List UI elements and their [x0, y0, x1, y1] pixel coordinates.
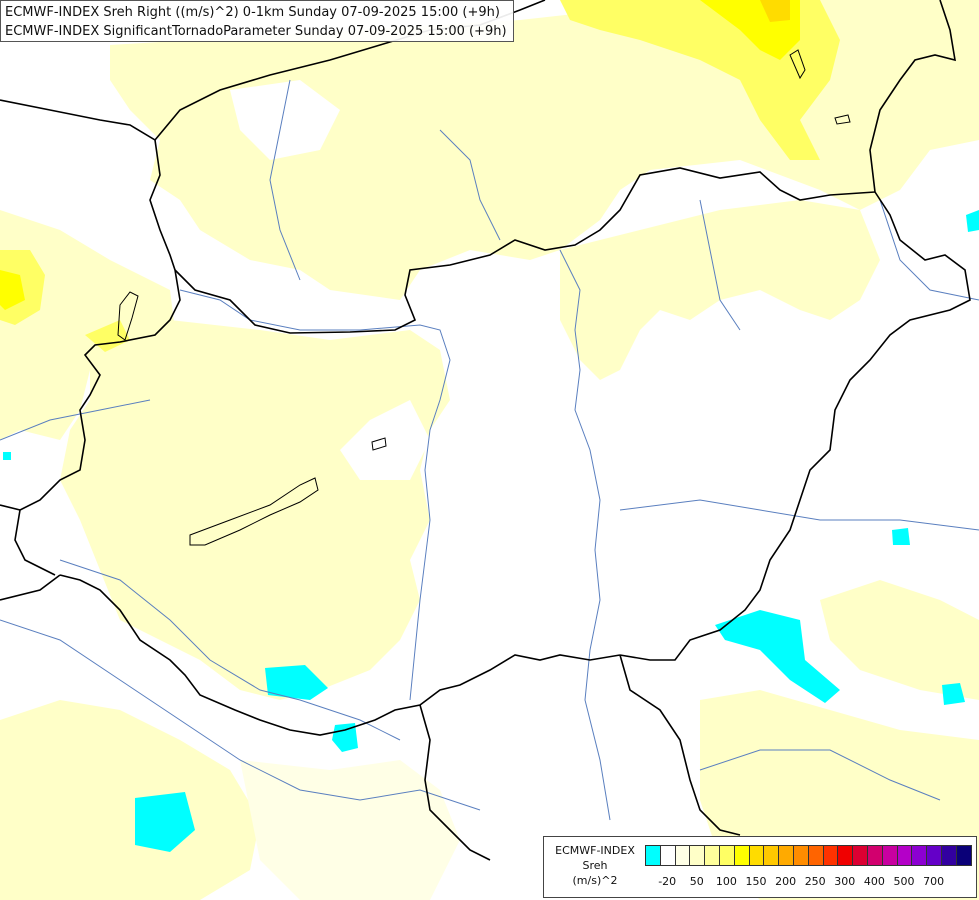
- yellow-region-south: [240, 760, 460, 900]
- cyan-area-7: [966, 210, 979, 232]
- river-east-1: [699, 199, 741, 331]
- legend-swatch: [866, 845, 883, 866]
- white-patch-1: [230, 80, 340, 160]
- lake-velence: [371, 437, 387, 451]
- legend-swatch: [926, 845, 942, 866]
- legend-title-line-3: (m/s)^2: [572, 874, 618, 887]
- legend-swatch: [733, 845, 750, 866]
- legend-tick-label: 500: [893, 875, 915, 888]
- legend-swatch: [778, 845, 794, 866]
- river-north-1: [269, 79, 301, 281]
- legend-title-line-2: Sreh: [582, 859, 608, 872]
- legend-color-bar: [645, 845, 972, 866]
- river-southeast: [699, 749, 941, 801]
- legend-swatch: [896, 845, 913, 866]
- gold-core: [760, 0, 790, 22]
- river-west: [0, 399, 151, 441]
- yellow-region-east: [560, 200, 880, 380]
- legend-swatch: [837, 845, 854, 866]
- border-hungary-west: [14, 269, 181, 576]
- river-tisza: [559, 249, 611, 821]
- legend-swatch: [807, 845, 824, 866]
- river-drava: [59, 559, 401, 741]
- river-east-2: [879, 199, 979, 301]
- bright-yellow-west: [0, 270, 25, 310]
- legend-tick-label: 150: [745, 875, 767, 888]
- legend-tick-label: 50: [689, 875, 704, 888]
- yellow-region-southwest: [0, 700, 260, 900]
- legend-swatch: [689, 845, 706, 866]
- legend-tick-label: 700: [923, 875, 945, 888]
- cyan-area-4: [715, 610, 840, 703]
- legend-swatch: [763, 845, 780, 866]
- legend-tick-label: 100: [715, 875, 737, 888]
- border-croatia-serbia: [419, 704, 491, 861]
- legend-title-line-1: ECMWF-INDEX: [555, 844, 635, 857]
- lake-balaton: [189, 477, 319, 546]
- legend-swatch: [704, 845, 720, 866]
- river-romania: [619, 499, 979, 531]
- cyan-area-5: [892, 528, 910, 545]
- border-hungary-south: [59, 574, 621, 736]
- border-hungary-north: [174, 167, 876, 334]
- cyan-area-6: [942, 683, 965, 705]
- border-croatia-bosnia: [0, 574, 61, 601]
- cyan-area-3: [135, 792, 195, 852]
- color-legend: ECMWF-INDEX Sreh (m/s)^2 -20 50 100 150 200 2…: [543, 836, 977, 898]
- border-serbia-romania: [619, 654, 741, 836]
- legend-swatch: [792, 845, 809, 866]
- yellow-region-west: [0, 210, 175, 440]
- map-title-line-2: ECMWF-INDEX SignificantTornadoParameter …: [5, 24, 507, 39]
- lake-neusiedl: [117, 291, 139, 341]
- legend-tick-label: 400: [863, 875, 885, 888]
- yellow-region-center: [60, 320, 450, 700]
- legend-swatch: [881, 845, 898, 866]
- border-slovenia: [0, 504, 21, 511]
- legend-tick-label: -20: [658, 875, 677, 888]
- legend-swatch: [911, 845, 928, 866]
- legend-swatch: [822, 845, 839, 866]
- river-danube: [179, 289, 451, 701]
- rivers-layer: [0, 79, 979, 821]
- border-austria-slovakia: [0, 99, 176, 271]
- map-title-line-1: ECMWF-INDEX Sreh Right ((m/s)^2) 0-1km S…: [5, 5, 500, 20]
- legend-swatch: [659, 845, 676, 866]
- cyan-area-1: [265, 665, 328, 700]
- lakes-layer: [117, 49, 851, 546]
- legend-swatch: [940, 845, 957, 866]
- legend-swatch: [955, 845, 972, 866]
- cyan-area-2: [332, 723, 358, 752]
- legend-tick-label: 250: [804, 875, 826, 888]
- river-sava: [0, 619, 481, 811]
- legend-tick-label: 300: [834, 875, 856, 888]
- legend-swatch: [718, 845, 735, 866]
- legend-swatch: [748, 845, 765, 866]
- yellow-region-east-lower: [820, 580, 979, 700]
- lake-east-small: [834, 114, 851, 125]
- legend-swatch: [645, 845, 661, 866]
- map-title-box: ECMWF-INDEX Sreh Right ((m/s)^2) 0-1km S…: [0, 0, 514, 42]
- lake-north: [789, 49, 806, 80]
- river-north-2: [439, 129, 501, 241]
- legend-swatch: [674, 845, 691, 866]
- legend-tick-label: 200: [775, 875, 797, 888]
- legend-tick-labels: -20 50 100 150 200 250 300 400 500 700: [645, 875, 975, 891]
- cyan-area-8: [3, 452, 11, 460]
- white-patch-2: [480, 305, 515, 345]
- border-hungary-east: [619, 191, 971, 661]
- legend-swatch: [852, 845, 868, 866]
- border-slovakia-ukraine: [869, 0, 956, 193]
- legend-title: ECMWF-INDEX Sreh (m/s)^2: [546, 843, 644, 888]
